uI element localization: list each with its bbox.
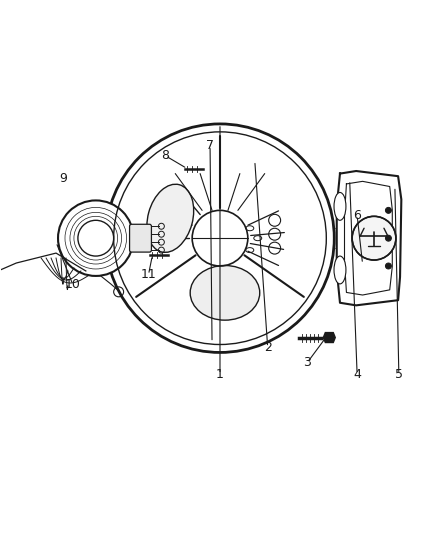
Circle shape	[385, 235, 392, 241]
Text: 11: 11	[141, 269, 156, 281]
Circle shape	[106, 124, 334, 352]
Text: 3: 3	[304, 356, 311, 369]
Text: 1: 1	[216, 368, 224, 381]
Text: 9: 9	[59, 172, 67, 185]
Polygon shape	[323, 333, 335, 343]
Ellipse shape	[147, 184, 194, 253]
Ellipse shape	[334, 192, 346, 220]
Ellipse shape	[190, 265, 260, 320]
Text: 10: 10	[65, 278, 81, 292]
Circle shape	[352, 216, 396, 260]
FancyBboxPatch shape	[130, 224, 152, 252]
Circle shape	[202, 164, 212, 174]
Polygon shape	[337, 171, 401, 305]
Circle shape	[385, 263, 392, 269]
Circle shape	[385, 207, 392, 213]
Text: 4: 4	[353, 368, 361, 381]
Ellipse shape	[334, 256, 346, 284]
Text: 5: 5	[395, 368, 403, 381]
Text: 8: 8	[161, 149, 170, 162]
Circle shape	[167, 250, 177, 260]
Text: 2: 2	[264, 341, 272, 354]
Text: 7: 7	[206, 139, 214, 152]
Text: 6: 6	[353, 209, 361, 222]
Circle shape	[58, 200, 134, 276]
